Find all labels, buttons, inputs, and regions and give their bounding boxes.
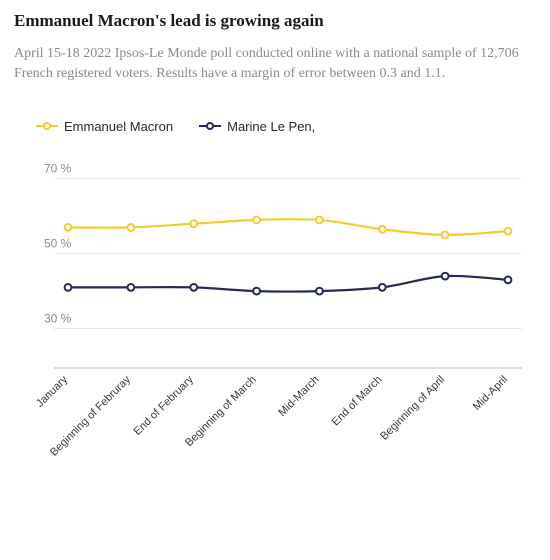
svg-text:Mid-April: Mid-April: [471, 373, 510, 412]
chart-title: Emmanuel Macron's lead is growing again: [14, 10, 536, 32]
svg-text:Beginning of March: Beginning of March: [183, 373, 259, 449]
legend-marker-icon: [199, 121, 221, 131]
chart-subtitle: April 15-18 2022 Ipsos-Le Monde poll con…: [14, 44, 536, 85]
svg-text:50 %: 50 %: [44, 236, 72, 250]
legend-item: Emmanuel Macron: [36, 119, 173, 134]
svg-text:January: January: [34, 373, 71, 410]
svg-text:Beginning of April: Beginning of April: [378, 373, 447, 442]
svg-text:Mid-March: Mid-March: [276, 373, 321, 418]
legend-label: Marine Le Pen,: [227, 119, 315, 134]
svg-text:70 %: 70 %: [44, 161, 72, 175]
legend: Emmanuel Macron Marine Le Pen,: [36, 119, 536, 134]
svg-text:30 %: 30 %: [44, 311, 72, 325]
legend-label: Emmanuel Macron: [64, 119, 173, 134]
svg-text:End of March: End of March: [330, 373, 385, 428]
svg-text:End of February: End of February: [132, 373, 197, 438]
line-chart: 30 %50 %70 %JanuaryBeginning of Februray…: [14, 156, 536, 476]
legend-marker-icon: [36, 121, 58, 131]
legend-item: Marine Le Pen,: [199, 119, 315, 134]
